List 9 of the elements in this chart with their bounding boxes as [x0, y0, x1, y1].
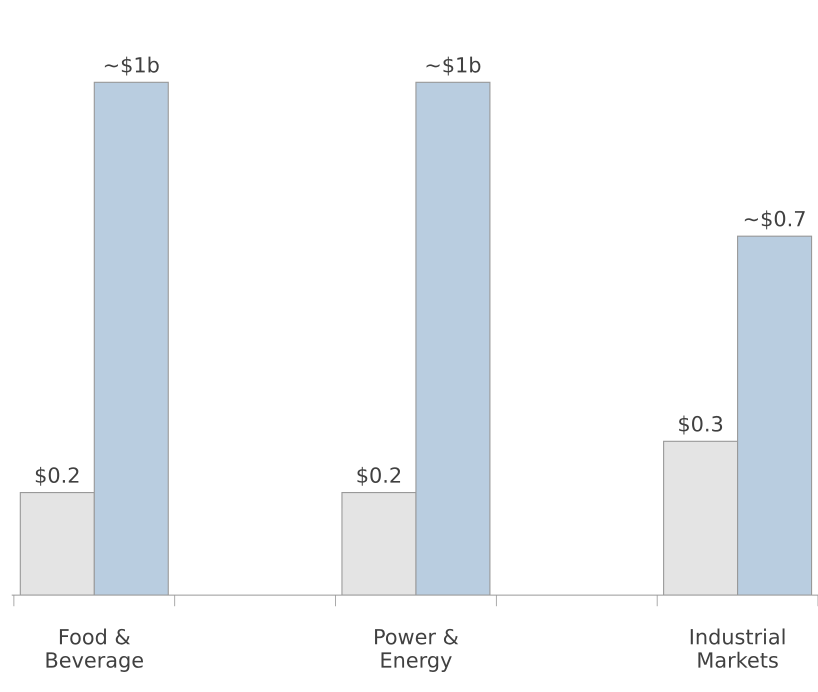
x-tick-label: Industrial Markets — [690, 628, 784, 668]
data-label: ~$0.7 — [744, 210, 805, 230]
data-label: $0.2 — [36, 466, 78, 486]
x-tick-label: Power & Energy — [375, 628, 458, 672]
x-tick-label: Food & Beverage — [46, 628, 143, 672]
data-label: ~$1b — [426, 56, 480, 76]
data-label: $0.2 — [357, 466, 400, 486]
data-label: ~$1b — [104, 56, 159, 76]
data-label: $0.3 — [679, 416, 722, 434]
